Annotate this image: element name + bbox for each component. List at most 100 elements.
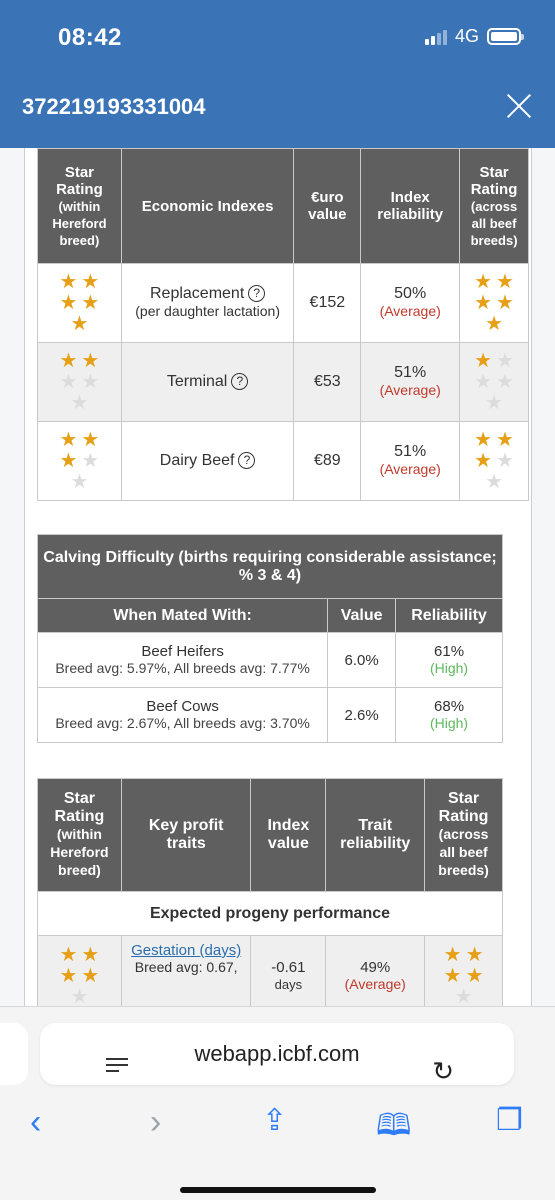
index-name: Replacement: [149, 285, 245, 302]
star-icon: ★: [59, 350, 78, 372]
star-rating: ★ ★ ★ ★ ★: [38, 272, 121, 334]
calving-difficulty-table: Calving Difficulty (births requiring con…: [36, 534, 503, 743]
trait-avg: Breed avg: 0.67,: [134, 959, 238, 975]
star-icon: ★: [485, 313, 504, 335]
trait-link[interactable]: Gestation (days): [131, 942, 242, 959]
star-icon: ★: [81, 292, 100, 314]
header-star-within: Star Rating (within Hereford breed): [37, 148, 122, 264]
section-heading: Expected progeny performance: [37, 891, 503, 936]
star-rating: ★ ★ ★ ★ ★: [38, 430, 121, 492]
euro-value: €53: [293, 342, 362, 422]
star-icon: ★: [59, 292, 78, 314]
star-icon: ★: [496, 271, 514, 293]
calving-title: Calving Difficulty (births requiring con…: [37, 534, 503, 599]
star-icon: ★: [81, 450, 100, 472]
battery-icon: [487, 28, 524, 45]
star-icon: ★: [81, 271, 100, 293]
star-rating: ★ ★ ★ ★ ★: [38, 351, 121, 413]
reliability-value: 49%: [360, 958, 391, 976]
header-mated: When Mated With:: [36, 598, 329, 633]
app-header: 08:42 4G 372219193331004: [0, 0, 555, 148]
euro-value: €89: [293, 421, 362, 501]
star-icon: ★: [443, 964, 462, 987]
star-icon: ★: [81, 429, 100, 451]
header-star-across: Star Rating (across all beef breeds): [459, 148, 529, 264]
star-rating: ★ ★ ★ ★ ★: [460, 351, 528, 413]
star-icon: ★: [465, 964, 484, 987]
share-icon[interactable]: ⇪: [262, 1104, 288, 1137]
reliability-value: 68%: [434, 698, 465, 715]
star-icon: ★: [496, 429, 514, 451]
star-icon: ★: [59, 371, 78, 393]
star-icon: ★: [474, 271, 493, 293]
bookmarks-icon[interactable]: 🕮: [376, 1109, 412, 1142]
header-economic: Economic Indexes: [120, 148, 295, 264]
index-note: (per daughter lactation): [135, 303, 281, 319]
page-title: 372219193331004: [22, 94, 206, 119]
header-value: Value: [327, 598, 397, 633]
reliability-level: (Average): [379, 303, 441, 319]
star-icon: ★: [443, 943, 462, 966]
calving-value: 2.6%: [327, 687, 397, 743]
header-key-traits: Key profit traits: [120, 778, 252, 892]
star-icon: ★: [59, 429, 78, 451]
economic-index-table: Star Rating (within Hereford breed) Economic…: [37, 148, 529, 501]
address-bar[interactable]: webapp.icbf.com ↻: [40, 1023, 514, 1086]
reliability-value: 51%: [394, 443, 427, 460]
help-icon[interactable]: ?: [231, 373, 249, 390]
reliability-level: (High): [429, 715, 469, 731]
browser-toolbar: webapp.icbf.com ↻ ‹ › ⇪ 🕮 ❐: [0, 1006, 555, 1200]
table-row: ★ ★ ★ ★ ★ Terminal? €53 51% (Average) ★ ★ ★ ★ ★: [37, 342, 529, 422]
star-icon: ★: [70, 985, 89, 1007]
calving-avg: Breed avg: 2.67%, All breeds avg: 3.70%: [55, 715, 310, 731]
table-row: ★ ★ ★ ★ ★ Gestation (days) Breed avg: 0.67, -…: [37, 935, 503, 1007]
star-icon: ★: [70, 471, 89, 493]
reader-icon[interactable]: [106, 1058, 128, 1082]
calving-type: Beef Cows: [146, 698, 219, 715]
euro-value: €152: [293, 263, 362, 343]
reliability-value: 50%: [394, 285, 427, 302]
reload-icon[interactable]: ↻: [432, 1056, 454, 1086]
star-icon: ★: [496, 350, 514, 372]
reliability-level: (Average): [344, 975, 406, 992]
star-icon: ★: [454, 985, 473, 1007]
browser-nav: ‹ › ⇪ 🕮 ❐: [0, 1099, 555, 1149]
star-icon: ★: [474, 292, 493, 314]
reliability-level: (Average): [379, 382, 441, 398]
forward-icon[interactable]: ›: [150, 1103, 162, 1141]
header-reliability: Index reliability: [360, 148, 461, 264]
network-label: 4G: [454, 26, 479, 46]
reliability-level: (Average): [379, 461, 441, 477]
signal-icon: [424, 29, 447, 45]
header-star-within: Star Rating (within Hereford breed): [37, 778, 122, 892]
star-icon: ★: [496, 450, 514, 472]
star-icon: ★: [59, 450, 78, 472]
help-icon[interactable]: ?: [248, 285, 266, 302]
trait-value: -0.61: [271, 958, 306, 976]
index-name: Terminal: [166, 373, 228, 390]
status-icons: 4G: [424, 26, 524, 47]
previous-tab-stub[interactable]: [0, 1023, 28, 1085]
header-euro: €uro value: [293, 148, 362, 264]
header-index-value: Index value: [250, 778, 327, 892]
close-icon[interactable]: [505, 92, 533, 120]
calving-type: Beef Heifers: [141, 643, 224, 660]
help-icon[interactable]: ?: [238, 452, 256, 469]
star-rating: ★ ★ ★ ★ ★: [460, 430, 528, 492]
reliability-value: 51%: [394, 364, 427, 381]
star-icon: ★: [474, 429, 493, 451]
home-indicator: [180, 1187, 376, 1193]
tabs-icon[interactable]: ❐: [496, 1104, 523, 1137]
star-icon: ★: [59, 271, 78, 293]
table-row: Beef Heifers Breed avg: 5.97%, All breeds…: [36, 632, 503, 688]
back-icon[interactable]: ‹: [30, 1103, 42, 1141]
profit-traits-table: Star Rating (within Hereford breed) Key prof…: [37, 778, 503, 1006]
star-icon: ★: [81, 350, 100, 372]
star-rating: ★ ★ ★ ★ ★: [38, 945, 121, 1007]
star-icon: ★: [496, 371, 514, 393]
header-star-across: Star Rating (across all beef breeds): [424, 778, 503, 892]
star-rating: ★ ★ ★ ★ ★: [460, 272, 528, 334]
star-icon: ★: [496, 292, 514, 314]
star-icon: ★: [70, 313, 89, 335]
header-trait-reliability: Trait reliability: [325, 778, 426, 892]
